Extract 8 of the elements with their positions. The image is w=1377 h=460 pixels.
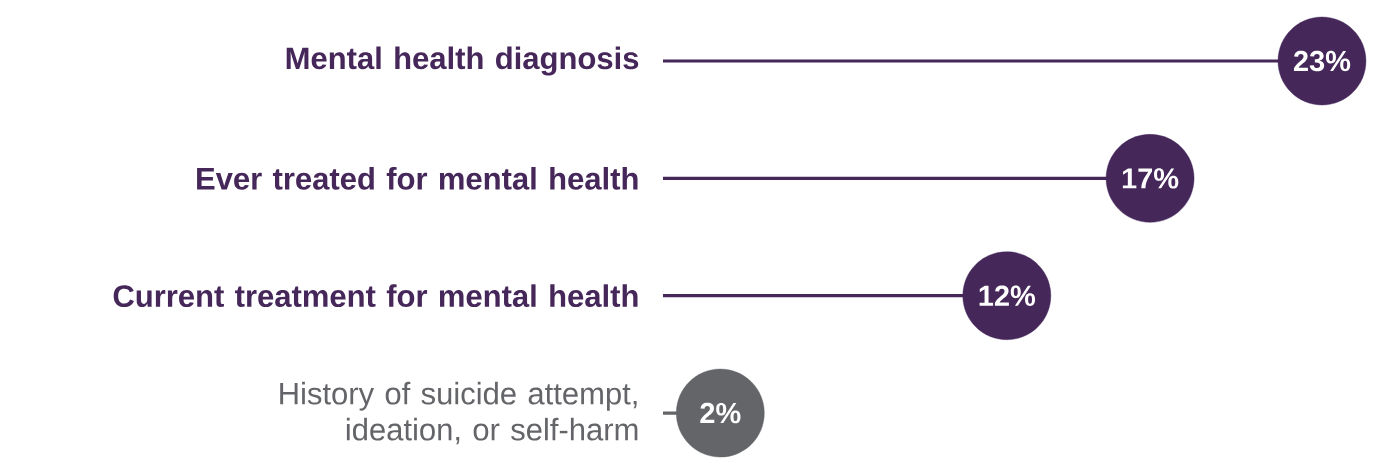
data-label: 23% <box>1293 50 1351 72</box>
y-tick-label: History of suicide attempt, ideation, or self-harm <box>280 381 638 445</box>
data-label: 17% <box>1122 168 1179 189</box>
data-label: 2% <box>700 402 741 424</box>
data-label: 12% <box>979 285 1036 306</box>
y-tick-label: Ever treated for mental health <box>197 166 638 190</box>
y-tick-label: Mental health diagnosis <box>286 46 639 76</box>
y-tick-label: Current treatment for mental health <box>113 284 638 308</box>
